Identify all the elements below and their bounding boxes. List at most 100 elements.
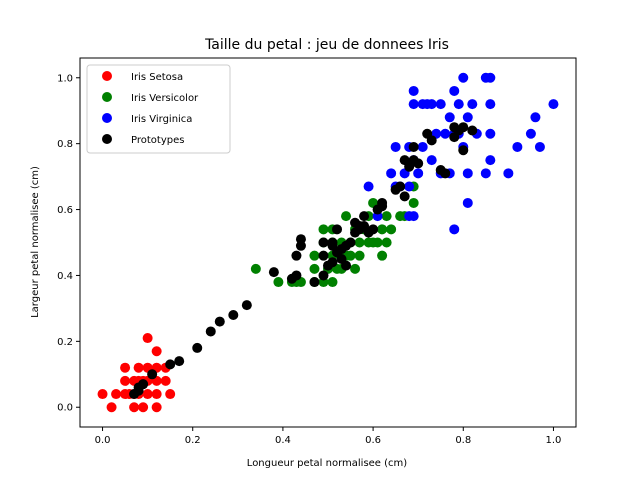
data-point [327, 237, 338, 248]
data-point [111, 389, 122, 400]
legend-box [86, 64, 231, 154]
data-point [372, 237, 383, 248]
x-tick-label: 0.2 [185, 435, 201, 446]
data-point [449, 224, 460, 235]
data-point [440, 128, 451, 139]
plot-frame [79, 57, 577, 428]
data-point [354, 237, 365, 248]
chart-title: Taille du petal : jeu de donnees Iris [204, 37, 449, 53]
data-point [377, 197, 388, 208]
data-point [327, 277, 338, 288]
legend-marker [102, 113, 112, 123]
data-point [359, 211, 370, 222]
y-tick-label: 0.4 [57, 271, 73, 282]
data-point [363, 181, 374, 192]
data-point [534, 141, 545, 152]
legend-label: Prototypes [131, 135, 184, 146]
data-point [368, 224, 379, 235]
x-tick-label: 1.0 [546, 435, 562, 446]
data-point [350, 263, 361, 274]
data-point [525, 128, 536, 139]
data-point [462, 168, 473, 179]
data-point [377, 224, 388, 235]
data-point [318, 224, 329, 235]
data-point [426, 99, 437, 110]
data-point [192, 342, 203, 353]
x-axis: 0.0 0.2 0.4 0.6 0.8 1.0 [95, 427, 562, 446]
data-point [160, 375, 171, 386]
data-point [548, 99, 559, 110]
data-point [345, 250, 356, 261]
data-point [512, 141, 523, 152]
data-point [165, 359, 176, 370]
data-point [462, 112, 473, 123]
data-point [449, 85, 460, 96]
data-point [309, 263, 320, 274]
data-point [151, 346, 162, 357]
data-point [273, 277, 284, 288]
data-point [120, 375, 131, 386]
data-point [399, 191, 410, 202]
x-tick-label: 0.8 [455, 435, 471, 446]
data-point [250, 263, 261, 274]
data-point [151, 389, 162, 400]
data-point [530, 112, 541, 123]
data-point [165, 389, 176, 400]
data-point [440, 168, 451, 179]
data-point [485, 155, 496, 166]
x-tick-label: 0.6 [365, 435, 381, 446]
data-point [151, 402, 162, 413]
data-point [142, 389, 153, 400]
data-point [97, 389, 108, 400]
data-point [129, 402, 140, 413]
data-point [106, 402, 117, 413]
x-tick-label: 0.4 [275, 435, 291, 446]
data-point [386, 168, 397, 179]
y-axis: 0.0 0.2 0.4 0.6 0.8 1.0 [57, 73, 80, 414]
legend-label: Iris Versicolor [131, 93, 199, 104]
data-point [408, 99, 419, 110]
series-iris-virginica [363, 72, 559, 235]
data-point [458, 122, 469, 133]
data-point [228, 309, 239, 320]
data-point [354, 250, 365, 261]
data-point [395, 181, 406, 192]
data-point [241, 300, 252, 311]
data-point [138, 402, 149, 413]
data-point [147, 369, 158, 380]
data-point [133, 362, 144, 373]
data-point [467, 99, 478, 110]
legend: Iris Setosa Iris Versicolor Iris Virginica… [86, 64, 231, 154]
data-point [408, 141, 419, 152]
data-point [462, 197, 473, 208]
data-point [381, 237, 392, 248]
data-point [318, 270, 329, 281]
data-point [268, 267, 279, 278]
data-point [120, 362, 131, 373]
x-tick-label: 0.0 [95, 435, 111, 446]
data-point [386, 224, 397, 235]
data-point [377, 250, 388, 261]
series-iris-setosa [97, 333, 176, 413]
data-point [341, 211, 352, 222]
data-point [458, 72, 469, 83]
data-point [408, 85, 419, 96]
data-point [404, 181, 415, 192]
data-point [318, 250, 329, 261]
data-point [309, 250, 320, 261]
plot-area [97, 72, 559, 413]
data-point [214, 316, 225, 327]
legend-marker [102, 71, 112, 81]
data-point [458, 145, 469, 156]
legend-marker [102, 134, 112, 144]
data-point [295, 234, 306, 245]
data-point [381, 211, 392, 222]
data-point [485, 128, 496, 139]
data-point [318, 237, 329, 248]
data-point [174, 356, 185, 367]
data-point [390, 141, 401, 152]
data-point [426, 155, 437, 166]
y-tick-label: 0.0 [57, 403, 73, 414]
data-point [426, 135, 437, 146]
y-tick-label: 0.2 [57, 337, 73, 348]
